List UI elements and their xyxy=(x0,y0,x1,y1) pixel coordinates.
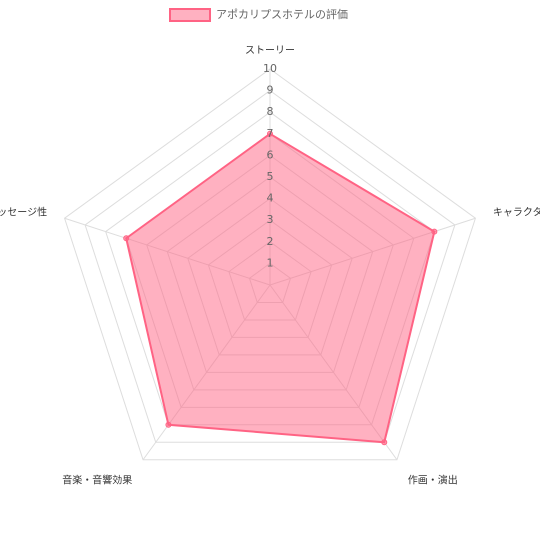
tick-label: 7 xyxy=(267,127,274,140)
axis-label: メッセージ性 xyxy=(0,206,47,219)
tick-label: 5 xyxy=(267,170,274,183)
tick-label: 1 xyxy=(267,256,274,269)
grid-line xyxy=(84,89,456,443)
tick-label: 6 xyxy=(267,148,274,161)
tick-label: 2 xyxy=(267,235,274,248)
tick-label: 8 xyxy=(267,105,274,118)
data-point xyxy=(123,235,130,242)
data-area xyxy=(125,132,436,444)
legend-label: アポカリプスホテルの評価 xyxy=(216,7,348,21)
data-point xyxy=(381,439,388,446)
tick-label: 9 xyxy=(267,84,274,97)
axis-label: キャラクター xyxy=(493,207,540,219)
data-point xyxy=(431,228,438,235)
tick-label: 10 xyxy=(263,62,277,75)
tick-label: 3 xyxy=(267,213,274,226)
axis-label: 作画・演出 xyxy=(408,474,458,487)
tick-label: 4 xyxy=(267,192,274,205)
data-point xyxy=(267,130,273,137)
axis-label: 音楽・音響効果 xyxy=(62,474,132,487)
axis-label: ストーリー xyxy=(245,46,295,57)
grid-line xyxy=(63,68,477,461)
data-point xyxy=(165,421,172,428)
legend-swatch xyxy=(169,8,211,22)
